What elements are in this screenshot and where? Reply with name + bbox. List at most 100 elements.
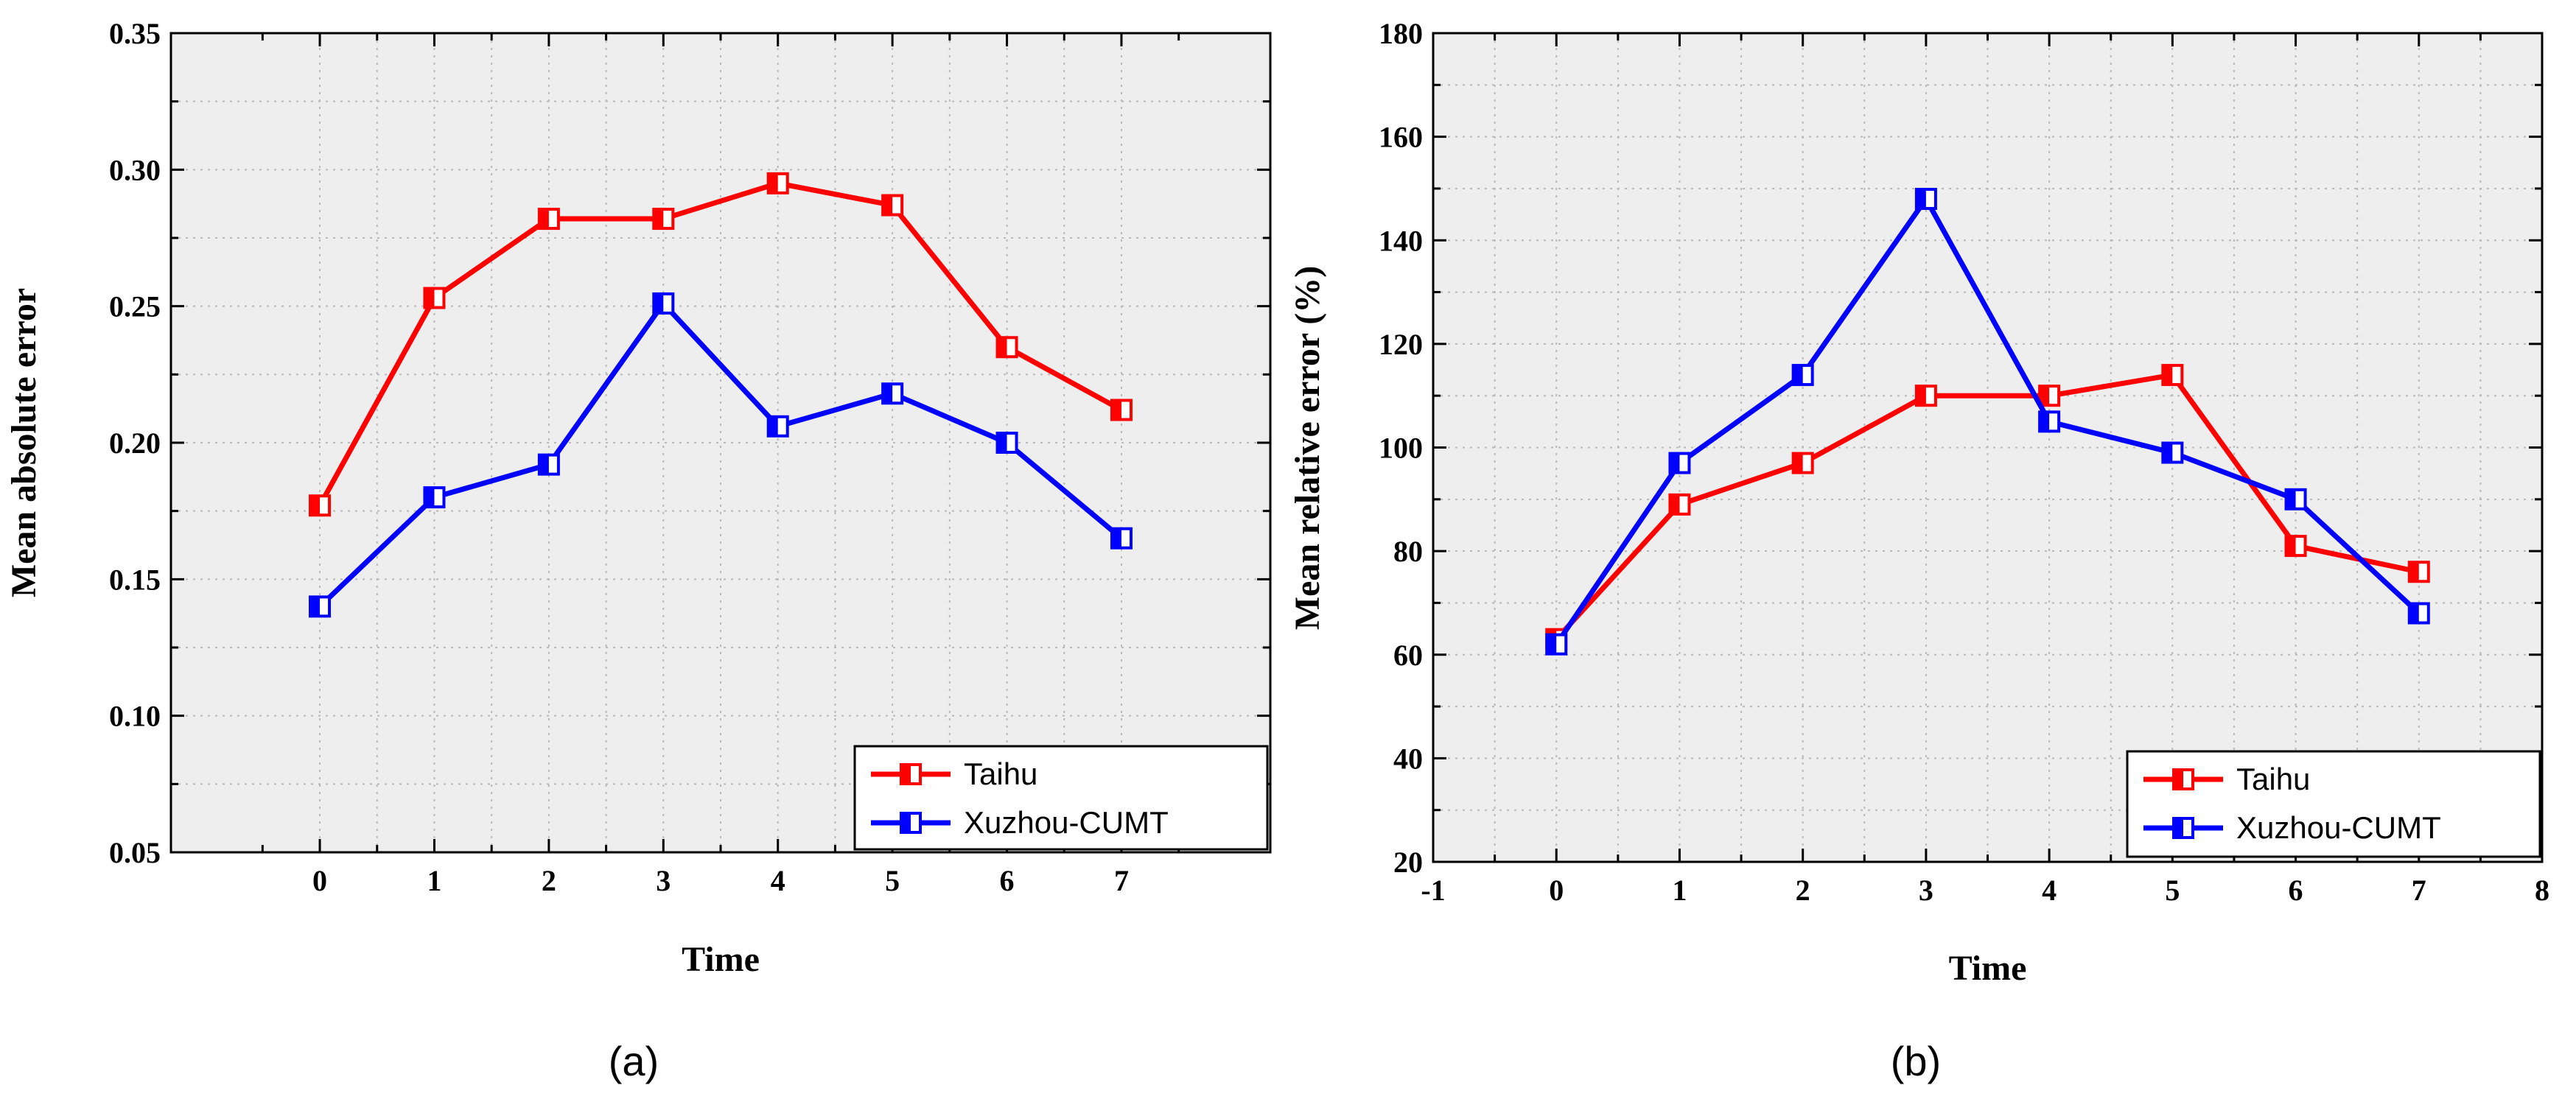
data-point-marker [1914,188,1937,210]
data-point-marker [2038,410,2061,433]
data-point-marker [1668,493,1691,516]
y-tick-label: 60 [1393,639,1423,672]
x-axis-title: Time [1949,949,2027,988]
y-tick-label: 0.35 [109,17,161,50]
x-axis-title: Time [682,940,760,979]
panel-label: (a) [609,1038,659,1084]
data-point-marker [1791,364,1814,387]
marker-fill [654,293,664,313]
data-point-marker [2284,535,2307,558]
legend-label: Xuzhou-CUMT [2236,810,2441,845]
x-tick-label: 6 [2289,874,2303,907]
y-tick-label: 0.05 [109,836,161,869]
marker-fill [2040,386,2050,406]
data-point-marker [652,292,675,315]
series-line [318,301,1124,608]
series-taihu [309,172,1133,517]
marker-fill [883,384,893,404]
legend-label: Xuzhou-CUMT [964,805,1169,840]
data-point-marker [652,208,675,231]
x-tick-label: 0 [1549,874,1564,907]
marker-fill [310,496,321,516]
legend: Taihu Xuzhou-CUMT [853,745,1269,851]
marker-fill [1111,528,1121,548]
legend-marker-fill [2174,770,2183,789]
marker-fill [2409,603,2419,623]
chart-b: -1 0 1 2 3 4 5 6 7 8 20 40 60 80 100 120 140 160 180 Time Me… [1288,17,2549,1084]
data-point-marker [1110,399,1133,421]
chart-a: 0 1 2 3 4 5 6 7 0.05 0.10 0.15 0.20 0.25 0.30 0.35 Time… [4,17,1272,1084]
y-axis-title: Mean relative error (%) [1288,266,1327,630]
marker-fill [883,195,893,215]
marker-fill [768,416,778,436]
data-point-marker [537,453,560,476]
marker-fill [2040,412,2050,432]
marker-fill [1916,189,1926,208]
x-tick-label: -1 [1421,874,1445,907]
y-tick-label: 80 [1393,535,1423,568]
data-point-marker [1914,385,1937,407]
data-point-marker [1668,452,1691,474]
marker-fill [1670,494,1680,514]
x-tick-label: 4 [2042,874,2057,907]
data-point-marker [309,494,332,517]
marker-fill [2286,536,2296,556]
y-tick-label: 40 [1393,742,1423,775]
data-point-marker [995,432,1018,454]
data-point-marker [2284,488,2307,510]
data-point-marker [537,208,560,231]
marker-fill [654,209,664,229]
marker-fill [997,433,1007,452]
x-tick-label: 1 [1672,874,1687,907]
marker-fill [2409,562,2419,582]
marker-fill [424,288,435,308]
legend: Taihu Xuzhou-CUMT [2126,750,2541,858]
legend-item: Xuzhou-CUMT [2143,810,2441,845]
legend-label: Taihu [964,757,1037,791]
y-tick-label: 140 [1379,224,1423,257]
marker-fill [1916,386,1926,406]
x-tick-label: 6 [1000,864,1015,897]
legend-marker-fill [2174,818,2183,838]
series-line [1554,196,2421,646]
data-point-marker [1545,633,1568,656]
data-point-marker [1110,527,1133,550]
panel-label: (b) [1891,1038,1941,1084]
x-tick-label: 3 [656,864,671,897]
data-point-marker [309,595,332,618]
y-tick-label: 0.20 [109,427,161,460]
y-axis-title: Mean absolute error [4,288,43,597]
marker-fill [1547,634,1557,654]
legend-marker-fill [901,765,911,784]
data-point-marker [2161,364,2184,387]
y-tick-label: 120 [1379,328,1423,361]
x-tick-label: 7 [2412,874,2426,907]
y-tick-label: 100 [1379,432,1423,465]
y-tick-label: 0.10 [109,700,161,733]
legend-box [2126,750,2541,858]
marker-fill [310,597,321,617]
data-point-marker [766,415,789,438]
plot-background [171,33,1270,852]
y-tick-label: 0.25 [109,290,161,323]
marker-fill [768,173,778,193]
data-point-marker [423,287,446,309]
marker-fill [1670,453,1680,473]
y-tick-label: 20 [1393,846,1423,879]
x-tick-label: 7 [1114,864,1129,897]
x-tick-label: 3 [1919,874,1933,907]
x-tick-label: 2 [1796,874,1810,907]
y-tick-label: 180 [1379,17,1423,50]
data-point-marker [423,486,446,509]
marker-fill [539,455,549,474]
legend-item: Taihu [871,757,1037,791]
data-point-marker [2407,602,2430,625]
legend-item: Taihu [2143,762,2310,796]
y-tick-label: 0.15 [109,563,161,596]
x-tick-label: 1 [427,864,441,897]
data-point-marker [881,382,904,405]
x-tick-label: 5 [2165,874,2180,907]
marker-fill [2286,489,2296,509]
marker-fill [1793,365,1803,385]
